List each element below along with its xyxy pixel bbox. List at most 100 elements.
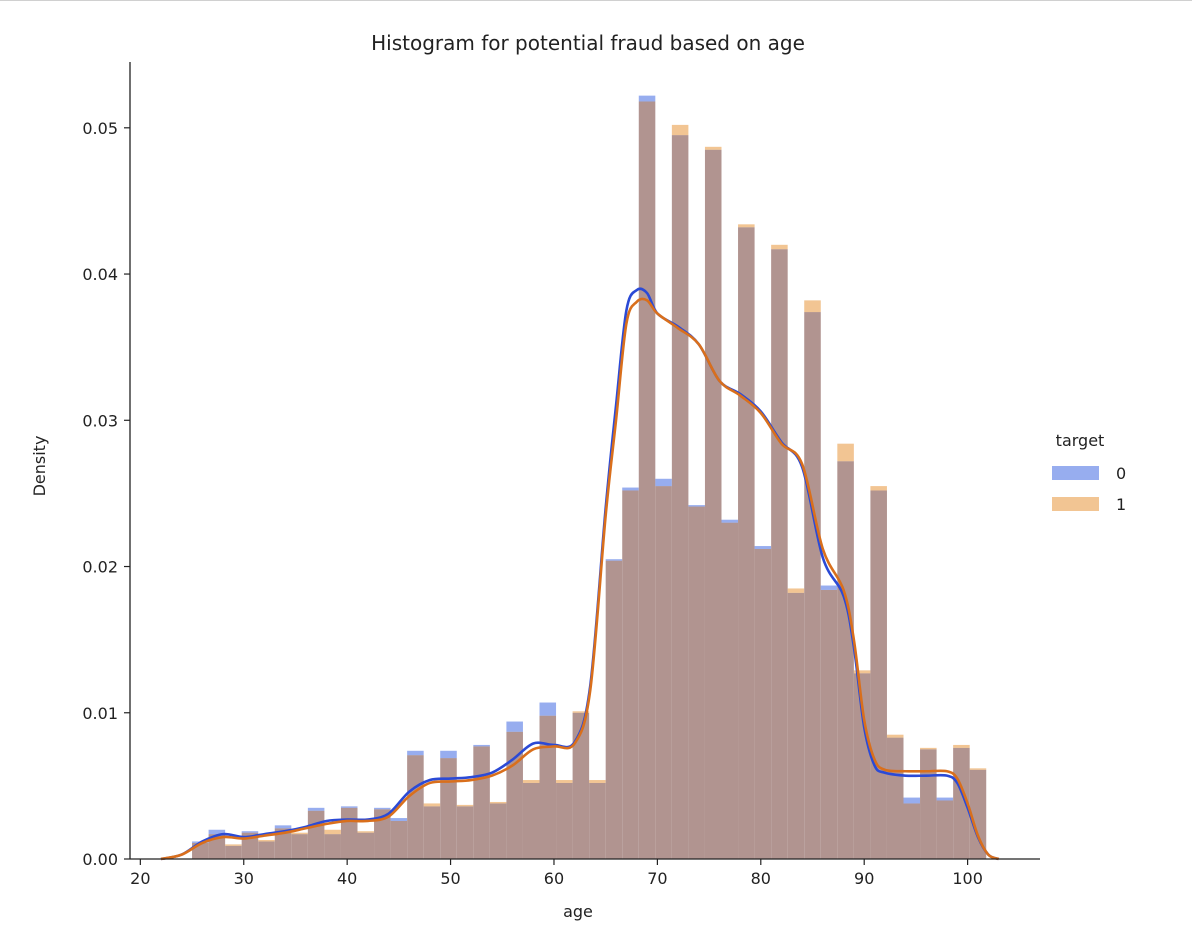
- legend-label-1: 1: [1116, 495, 1126, 514]
- bar-excess-31: [704, 146, 722, 150]
- x-tick-label-8: 100: [952, 869, 983, 888]
- kde-line-0: [160, 287, 1000, 861]
- legend-swatch-0: [1052, 466, 1099, 480]
- bar-overlap-32: [721, 522, 739, 859]
- bar-excess-17: [473, 744, 490, 747]
- bar-overlap-30: [688, 506, 705, 859]
- bar-overlap-34: [754, 548, 772, 859]
- bar-excess-11: [374, 807, 391, 810]
- bar-overlap-29: [671, 135, 689, 859]
- bar-excess-45: [936, 797, 954, 801]
- y-tick-label-2: 0.02: [82, 558, 118, 577]
- bar-overlap-5: [274, 828, 292, 859]
- bar-excess-26: [622, 487, 639, 491]
- bar-excess-34: [754, 546, 772, 549]
- bar-excess-46: [953, 744, 970, 748]
- bar-excess-25: [605, 559, 623, 561]
- bar-overlap-10: [357, 832, 375, 859]
- bar-overlap-28: [655, 486, 672, 859]
- bar-overlap-20: [522, 782, 540, 859]
- bar-excess-10: [357, 831, 375, 833]
- y-axis-label: Density: [30, 436, 49, 497]
- bar-excess-2: [225, 844, 242, 846]
- bar-overlap-39: [837, 461, 854, 859]
- bar-excess-14: [423, 803, 441, 807]
- bar-overlap-40: [853, 673, 871, 859]
- bar-excess-9: [340, 806, 358, 808]
- bar-excess-6: [291, 832, 308, 835]
- bar-overlap-22: [556, 782, 573, 859]
- bar-excess-33: [738, 224, 755, 228]
- bar-overlap-9: [340, 807, 358, 859]
- bar-excess-41: [870, 486, 887, 491]
- y-tick-label-4: 0.04: [82, 265, 118, 284]
- axes: 20 30 40 50 60 70 80 90 100 0.00 0.01 0.02 0.03 0.04 0…: [82, 62, 1040, 888]
- bar-overlap-26: [622, 490, 639, 859]
- bar-excess-38: [820, 585, 838, 590]
- legend-swatch-1: [1052, 497, 1099, 511]
- bar-excess-15: [440, 750, 457, 759]
- bar-overlap-2: [225, 845, 242, 859]
- bar-overlap-4: [258, 841, 275, 859]
- legend: target 0 1: [1052, 431, 1126, 514]
- bar-excess-12: [390, 818, 408, 821]
- bar-excess-3: [241, 831, 259, 833]
- bar-overlap-35: [771, 249, 788, 860]
- x-tick-label-2: 40: [337, 869, 357, 888]
- bar-overlap-43: [903, 803, 921, 859]
- bar-excess-40: [853, 670, 871, 674]
- bar-excess-42: [886, 734, 904, 738]
- bar-overlap-47: [969, 769, 987, 859]
- bar-excess-29: [671, 124, 689, 136]
- legend-title: target: [1056, 431, 1105, 450]
- bar-overlap-41: [870, 490, 887, 859]
- bar-overlap-37: [804, 312, 821, 860]
- bar-overlap-33: [738, 227, 755, 860]
- bar-overlap-13: [407, 755, 424, 859]
- bar-excess-18: [489, 801, 507, 804]
- bar-overlap-38: [820, 589, 838, 859]
- bar-excess-21: [539, 702, 557, 716]
- bar-overlap-16: [456, 806, 474, 859]
- bar-excess-13: [407, 750, 424, 756]
- bar-overlap-24: [589, 782, 606, 859]
- bar-excess-43: [903, 797, 921, 804]
- bar-excess-1: [208, 829, 226, 835]
- bar-overlap-19: [506, 731, 523, 859]
- bar-excess-22: [556, 780, 573, 783]
- x-tick-label-1: 30: [234, 869, 254, 888]
- bar-excess-8: [324, 829, 341, 835]
- x-tick-label-7: 90: [854, 869, 874, 888]
- y-tick-label-1: 0.01: [82, 704, 118, 723]
- bar-excess-7: [307, 807, 325, 811]
- bar-excess-35: [771, 244, 788, 250]
- bar-overlap-21: [539, 715, 557, 859]
- bar-excess-36: [787, 588, 805, 593]
- y-tick-label-5: 0.05: [82, 119, 118, 138]
- x-tick-label-3: 50: [440, 869, 460, 888]
- x-tick-label-4: 60: [544, 869, 564, 888]
- bar-overlap-42: [886, 737, 904, 859]
- x-tick-label-6: 80: [751, 869, 771, 888]
- y-tick-label-3: 0.03: [82, 411, 118, 430]
- bar-excess-30: [688, 505, 705, 507]
- top-rule: [0, 0, 1192, 1]
- bar-excess-5: [274, 825, 292, 829]
- bar-overlap-31: [704, 149, 722, 860]
- bar-overlap-15: [440, 758, 457, 859]
- bar-overlap-14: [423, 806, 441, 859]
- bar-overlap-23: [572, 712, 590, 859]
- bar-excess-44: [920, 747, 937, 750]
- bar-overlap-45: [936, 800, 954, 859]
- bar-overlap-36: [787, 592, 805, 859]
- kde-line-1: [160, 297, 1000, 861]
- kde-curves: [160, 287, 1000, 861]
- bar-excess-47: [969, 768, 987, 770]
- bar-excess-20: [522, 780, 540, 783]
- legend-label-0: 0: [1116, 464, 1126, 483]
- bar-overlap-44: [920, 749, 937, 859]
- bar-excess-16: [456, 804, 474, 807]
- x-tick-label-5: 70: [647, 869, 667, 888]
- x-tick-label-0: 20: [130, 869, 150, 888]
